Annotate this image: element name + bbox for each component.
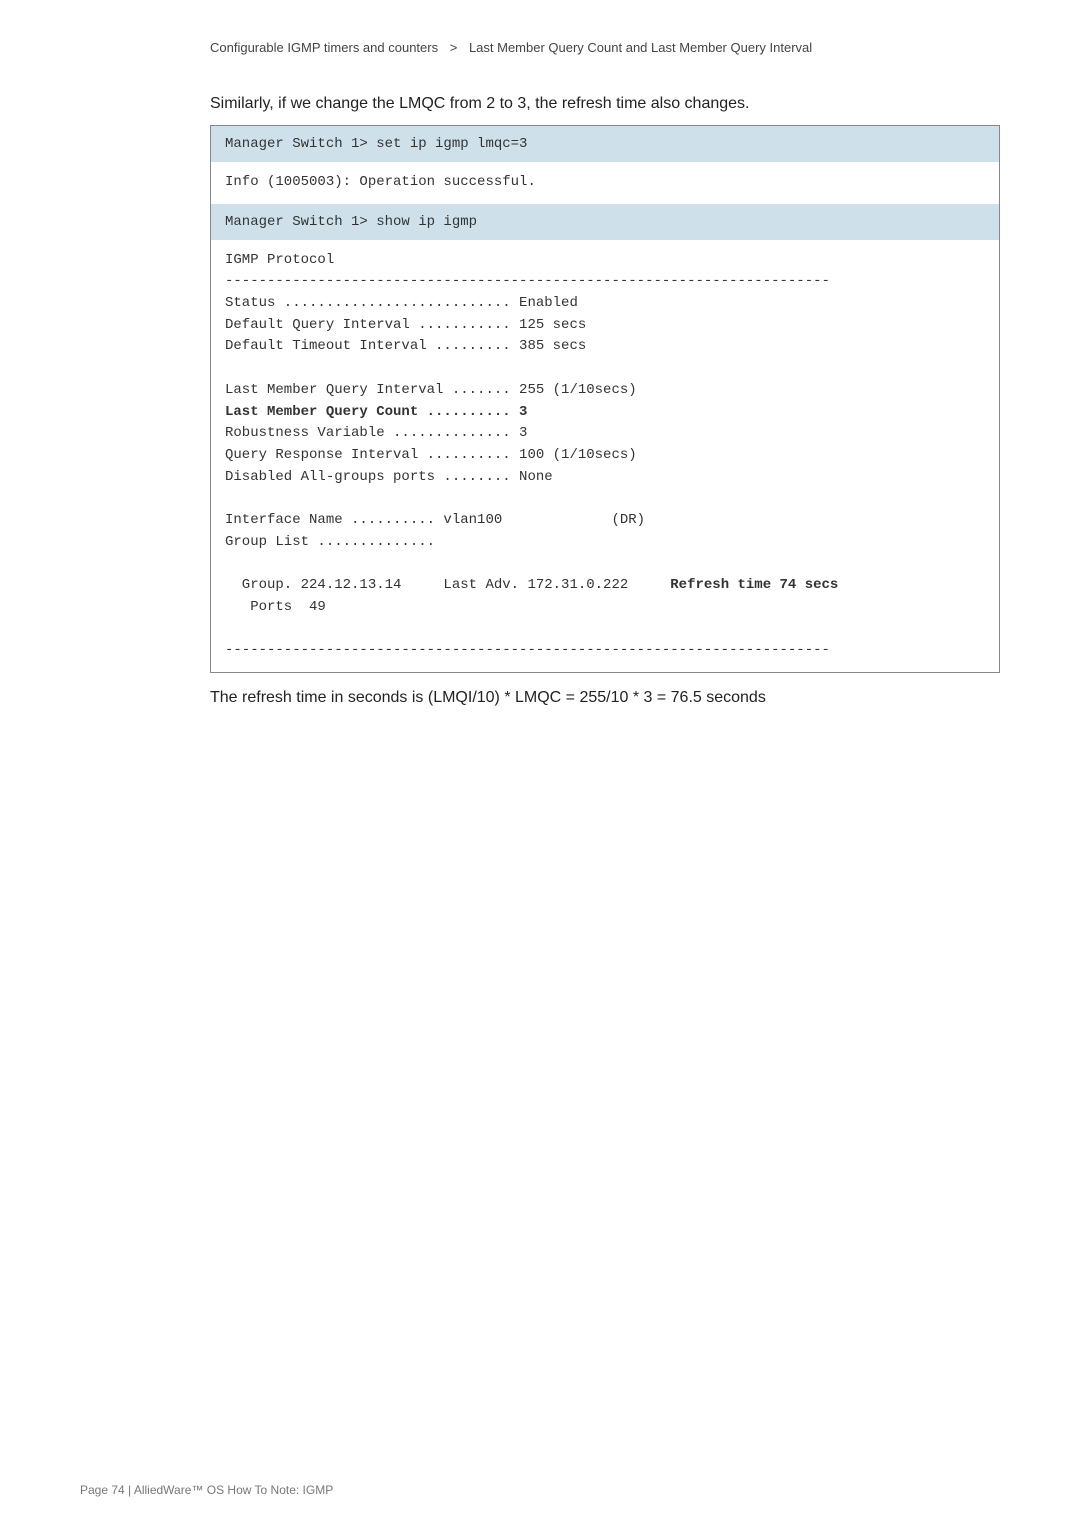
command-line: Manager Switch 1> show ip igmp — [211, 204, 999, 240]
command-output: Info (1005003): Operation successful. — [211, 162, 999, 204]
terminal-box: Manager Switch 1> set ip igmp lmqc=3 Inf… — [210, 125, 1000, 673]
breadcrumb: Configurable IGMP timers and counters > … — [210, 40, 1000, 55]
output-block: IGMP Protocol --------------------------… — [225, 252, 830, 398]
page-footer: Page 74 | AlliedWare™ OS How To Note: IG… — [80, 1483, 333, 1497]
output-bold-line: Last Member Query Count .......... 3 — [225, 404, 527, 420]
output-group-line: Group. 224.12.13.14 Last Adv. 172.31.0.2… — [225, 577, 670, 593]
output-block: Robustness Variable .............. 3 Que… — [225, 425, 645, 549]
formula-text: The refresh time in seconds is (LMQI/10)… — [210, 689, 1000, 707]
page: Configurable IGMP timers and counters > … — [0, 0, 1080, 1527]
breadcrumb-section: Configurable IGMP timers and counters — [210, 40, 438, 55]
breadcrumb-topic: Last Member Query Count and Last Member … — [469, 40, 812, 55]
command-line: Manager Switch 1> set ip igmp lmqc=3 — [211, 126, 999, 162]
output-block: Ports 49 -------------------------------… — [225, 599, 830, 658]
output-bold-refresh: Refresh time 74 secs — [670, 577, 838, 593]
intro-text: Similarly, if we change the LMQC from 2 … — [210, 95, 1000, 113]
breadcrumb-separator: > — [450, 40, 458, 55]
command-output: IGMP Protocol --------------------------… — [211, 240, 999, 672]
